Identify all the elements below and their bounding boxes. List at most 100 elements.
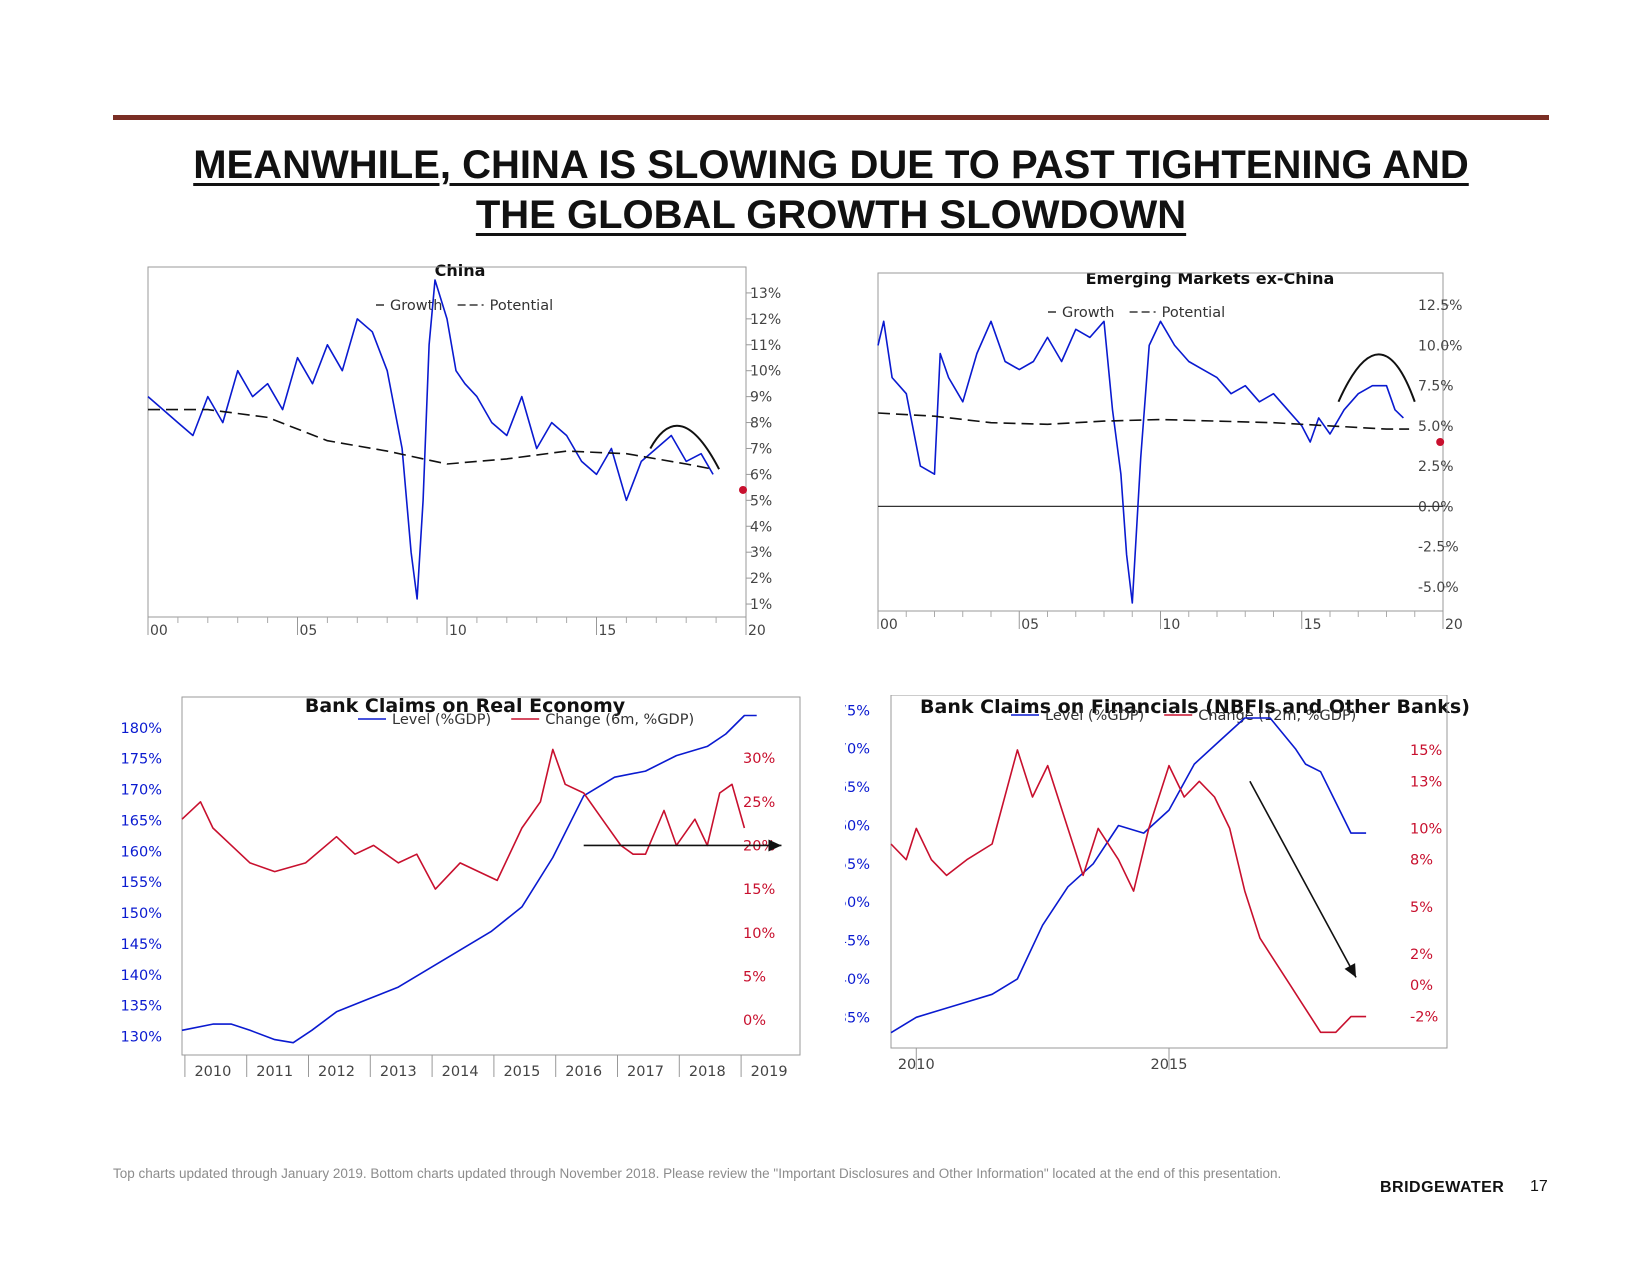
y-tick-label: 5% xyxy=(750,493,772,509)
legend-label: Potential xyxy=(1162,305,1226,321)
y-right-tick-label: 20% xyxy=(743,838,775,854)
y-right-tick-label: 5% xyxy=(743,969,766,985)
y-left-tick-label: 75% xyxy=(845,703,870,719)
y-left-tick-label: 130% xyxy=(121,1029,162,1045)
page-number: 17 xyxy=(1530,1178,1548,1195)
y-right-tick-label: 2% xyxy=(1410,947,1433,963)
legend-label: Change (12m, %GDP) xyxy=(1198,708,1356,724)
slide-title-line-2: THE GLOBAL GROWTH SLOWDOWN xyxy=(475,193,1187,237)
y-left-tick-label: 35% xyxy=(845,1010,870,1026)
x-tick-label: 2014 xyxy=(442,1064,479,1080)
x-tick-label: 20 xyxy=(748,623,766,639)
legend: Growth Potential xyxy=(1048,305,1225,321)
chart-bank-claims-real-economy: Bank Claims on Real Economy 2010 2011 2012 2… xyxy=(121,695,801,1080)
series-line-1 xyxy=(877,412,1410,430)
y-tick-label: 5.0% xyxy=(1418,419,1454,435)
y-left-tick-label: 145% xyxy=(121,937,162,953)
y-tick-label: 0.0% xyxy=(1418,499,1454,515)
y-right-tick-label: 15% xyxy=(743,882,775,898)
chart-em-ex-china: Emerging Markets ex-China 00 05 10 15 20 12.5%… xyxy=(877,269,1463,633)
chart-title: Bank Claims on Financials (NBFIs and Oth… xyxy=(920,696,1470,718)
trend-arc xyxy=(1337,353,1416,403)
y-right-tick-label: 0% xyxy=(743,1013,766,1029)
y-tick-label: 11% xyxy=(750,338,781,354)
x-tick-label: 05 xyxy=(1021,617,1039,633)
y-left-tick-label: 50% xyxy=(845,895,870,911)
chart-title: China xyxy=(435,261,486,280)
series-line-0 xyxy=(877,320,1404,604)
y-left-tick-label: 65% xyxy=(845,780,870,796)
y-right-tick-label: 8% xyxy=(1410,853,1433,869)
y-tick-label: 8% xyxy=(750,416,772,432)
legend: Level (%GDP) Change (12m, %GDP) xyxy=(1011,708,1356,724)
legend: Growth Potential xyxy=(376,298,553,314)
x-tick-label: 10 xyxy=(1163,617,1181,633)
y-tick-label: 12% xyxy=(750,312,781,328)
y-tick-label: 13% xyxy=(750,286,781,302)
y-left-tick-label: 165% xyxy=(121,813,162,829)
brand-logo: BRIDGEWATER xyxy=(1380,1179,1505,1196)
series-line-0 xyxy=(147,279,714,600)
x-tick-label: 00 xyxy=(150,623,168,639)
y-tick-label: 3% xyxy=(750,545,772,561)
x-tick-label: 2010 xyxy=(194,1064,231,1080)
y-left-tick-label: 45% xyxy=(845,934,870,950)
legend-label: Growth xyxy=(1062,305,1115,321)
trend-arc xyxy=(649,424,720,470)
y-right-tick-label: 15% xyxy=(1410,743,1442,759)
y-tick-label: 1% xyxy=(750,597,772,613)
x-tick-label: 2013 xyxy=(380,1064,417,1080)
plot-frame xyxy=(877,272,1444,612)
y-left-tick-label: 135% xyxy=(121,999,162,1015)
y-right-tick-label: 13% xyxy=(1410,774,1442,790)
y-left-tick-label: 150% xyxy=(121,906,162,922)
legend-label: Growth xyxy=(390,298,443,314)
legend-label: Change (6m, %GDP) xyxy=(545,712,694,728)
series-line-0 xyxy=(181,714,757,1044)
y-tick-label: 7% xyxy=(750,441,772,457)
y-right-tick-label: 0% xyxy=(1410,978,1433,994)
y-left-tick-label: 170% xyxy=(121,783,162,799)
y-left-tick-label: 155% xyxy=(121,875,162,891)
x-tick-label: 2011 xyxy=(256,1064,293,1080)
x-tick-label: 15 xyxy=(1304,617,1322,633)
y-tick-label: 12.5% xyxy=(1418,298,1462,314)
footnote: Top charts updated through January 2019.… xyxy=(113,1166,1282,1181)
chart-bank-claims-financials: Bank Claims on Financials (NBFIs and Oth… xyxy=(845,695,1470,1073)
y-left-tick-label: 175% xyxy=(121,752,162,768)
x-tick-label: 2017 xyxy=(627,1064,664,1080)
x-tick-label: 2012 xyxy=(318,1064,355,1080)
x-tick-label: 20 xyxy=(1445,617,1463,633)
y-tick-label: 4% xyxy=(750,519,772,535)
y-tick-label: 9% xyxy=(750,390,772,406)
x-tick-label: 2015 xyxy=(1151,1057,1188,1073)
y-tick-label: 2.5% xyxy=(1418,459,1454,475)
series-line-0 xyxy=(890,717,1367,1034)
chart-title: Emerging Markets ex-China xyxy=(1086,269,1335,288)
x-tick-label: 15 xyxy=(599,623,617,639)
y-right-tick-label: -2% xyxy=(1410,1010,1438,1026)
y-left-tick-label: 160% xyxy=(121,844,162,860)
y-left-tick-label: 140% xyxy=(121,968,162,984)
x-tick-label: 2010 xyxy=(898,1057,935,1073)
chart-china: China 00 05 10 15 20 13% 12% 11% 10% 9% 8% 7% 6% 5% 4% 3… xyxy=(147,261,781,639)
x-tick-label: 2018 xyxy=(689,1064,726,1080)
y-left-tick-label: 180% xyxy=(121,721,162,737)
y-left-tick-label: 60% xyxy=(845,818,870,834)
x-tick-label: 2019 xyxy=(751,1064,788,1080)
y-right-tick-label: 10% xyxy=(743,926,775,942)
y-tick-label: 2% xyxy=(750,571,772,587)
slide-title-line-1: MEANWHILE, CHINA IS SLOWING DUE TO PAST … xyxy=(193,143,1469,187)
x-tick-label: 2016 xyxy=(565,1064,602,1080)
red-dot-marker xyxy=(1436,438,1445,446)
x-tick-label: 05 xyxy=(300,623,318,639)
y-right-tick-label: 25% xyxy=(743,795,775,811)
y-left-tick-label: 55% xyxy=(845,857,870,873)
red-dot-marker xyxy=(739,485,748,494)
y-tick-label: 10% xyxy=(750,364,781,380)
y-tick-label: 7.5% xyxy=(1418,379,1454,395)
y-right-tick-label: 30% xyxy=(743,751,775,767)
y-left-tick-label: 70% xyxy=(845,742,870,758)
legend-label: Level (%GDP) xyxy=(392,712,491,728)
chart-title: Bank Claims on Real Economy xyxy=(305,695,626,717)
